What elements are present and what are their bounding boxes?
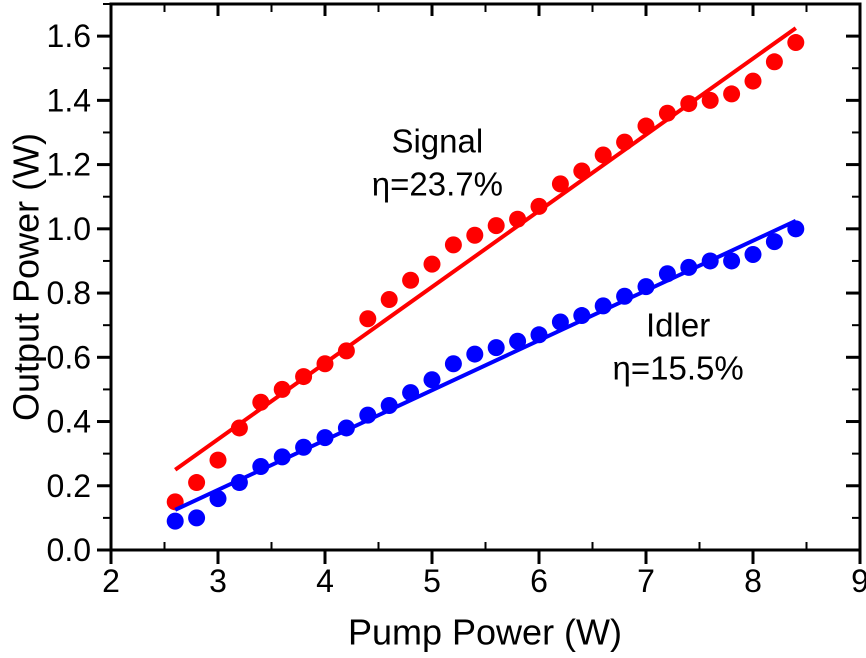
idler-series-label: Idler [646, 307, 710, 344]
y-tick-label: 0.2 [47, 468, 91, 504]
x-tick-label: 6 [530, 563, 548, 599]
idler-data-point [209, 490, 227, 508]
idler-data-point [701, 252, 719, 270]
signal-data-point [723, 85, 741, 103]
signal-data-point [466, 226, 484, 244]
y-tick-label: 1.6 [47, 18, 91, 54]
idler-data-point [423, 371, 441, 389]
x-tick-label: 5 [423, 563, 441, 599]
signal-data-point [337, 342, 355, 360]
y-tick-label: 1.4 [47, 82, 91, 118]
y-tick-label: 0.6 [47, 339, 91, 375]
y-tick-label: 1.2 [47, 147, 91, 183]
idler-series-label: η=15.5% [612, 350, 743, 387]
signal-data-point [637, 117, 655, 135]
y-axis-title: Output Power (W) [6, 133, 47, 421]
x-tick-label: 9 [851, 563, 866, 599]
idler-data-point [680, 258, 698, 276]
idler-data-point [402, 384, 420, 402]
idler-data-point [551, 313, 569, 331]
signal-data-point [551, 175, 569, 193]
signal-data-point [444, 236, 462, 254]
idler-data-point [380, 396, 398, 414]
idler-data-point [765, 233, 783, 251]
signal-data-point [252, 393, 270, 411]
signal-data-point [209, 451, 227, 469]
idler-data-point [188, 509, 206, 527]
idler-data-point [637, 278, 655, 296]
idler-data-point [444, 355, 462, 373]
idler-data-point [166, 512, 184, 530]
idler-data-point [230, 474, 248, 492]
signal-data-point [295, 368, 313, 386]
idler-data-point [273, 448, 291, 466]
signal-data-point [316, 355, 334, 373]
signal-data-point [230, 419, 248, 437]
idler-data-point [337, 419, 355, 437]
signal-data-point [359, 310, 377, 328]
signal-data-point [509, 210, 527, 228]
signal-data-point [658, 104, 676, 122]
idler-data-point [723, 252, 741, 270]
idler-data-point [316, 429, 334, 447]
signal-data-point [487, 217, 505, 235]
x-tick-label: 8 [744, 563, 762, 599]
idler-data-point [616, 287, 634, 305]
y-tick-label: 0.0 [47, 532, 91, 568]
idler-data-point [744, 246, 762, 264]
y-tick-label: 0.8 [47, 275, 91, 311]
signal-data-point [744, 72, 762, 90]
idler-data-point [487, 339, 505, 357]
x-tick-label: 3 [209, 563, 227, 599]
signal-data-point [616, 133, 634, 151]
idler-data-point [359, 406, 377, 424]
signal-data-point [765, 53, 783, 71]
plot-content: 2 3 4 5 6 7 8 9 0.0 0.2 0.4 0.6 0.8 1.0 1.2 1.4 1.6 Signa… [47, 3, 866, 599]
signal-data-point [680, 95, 698, 113]
signal-data-point [573, 162, 591, 180]
signal-data-point [273, 380, 291, 398]
signal-series-label: η=23.7% [372, 166, 503, 203]
idler-data-point [594, 297, 612, 315]
idler-data-point [466, 345, 484, 363]
idler-data-point [787, 220, 805, 238]
y-tick-label: 0.4 [47, 404, 91, 440]
x-tick-label: 7 [637, 563, 655, 599]
idler-data-point [252, 457, 270, 475]
idler-data-point [295, 438, 313, 456]
y-tick-label: 1.0 [47, 211, 91, 247]
idler-data-point [509, 332, 527, 350]
signal-series-label: Signal [391, 123, 483, 160]
idler-data-point [573, 307, 591, 325]
signal-data-point [530, 197, 548, 215]
signal-data-point [402, 271, 420, 289]
x-tick-label: 4 [316, 563, 334, 599]
idler-data-point [530, 326, 548, 344]
x-tick-label: 2 [102, 563, 120, 599]
signal-data-point [701, 91, 719, 109]
idler-data-point [658, 265, 676, 283]
x-axis-title: Pump Power (W) [348, 612, 622, 653]
signal-data-point [423, 255, 441, 273]
signal-data-point [787, 34, 805, 52]
signal-data-point [380, 290, 398, 308]
signal-data-point [188, 474, 206, 492]
signal-data-point [594, 146, 612, 164]
